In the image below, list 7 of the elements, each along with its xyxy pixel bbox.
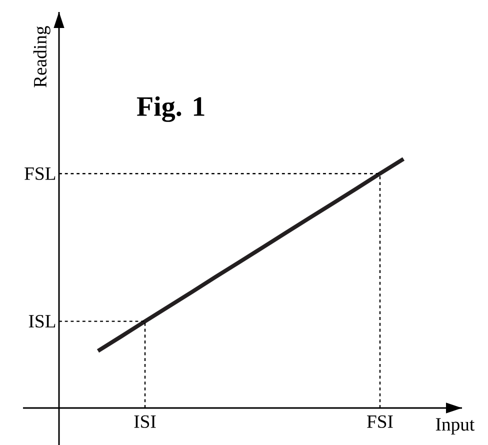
y-axis-title: Reading [33, 26, 50, 88]
x-axis-title: Input [436, 418, 475, 434]
chart-title: Fig. 1 [136, 96, 204, 122]
x-tick-label: ISI [134, 415, 156, 428]
ref-line-label: FSL [24, 167, 56, 180]
ref-line-label: ISL [28, 315, 56, 328]
x-tick-label: FSI [367, 415, 393, 428]
